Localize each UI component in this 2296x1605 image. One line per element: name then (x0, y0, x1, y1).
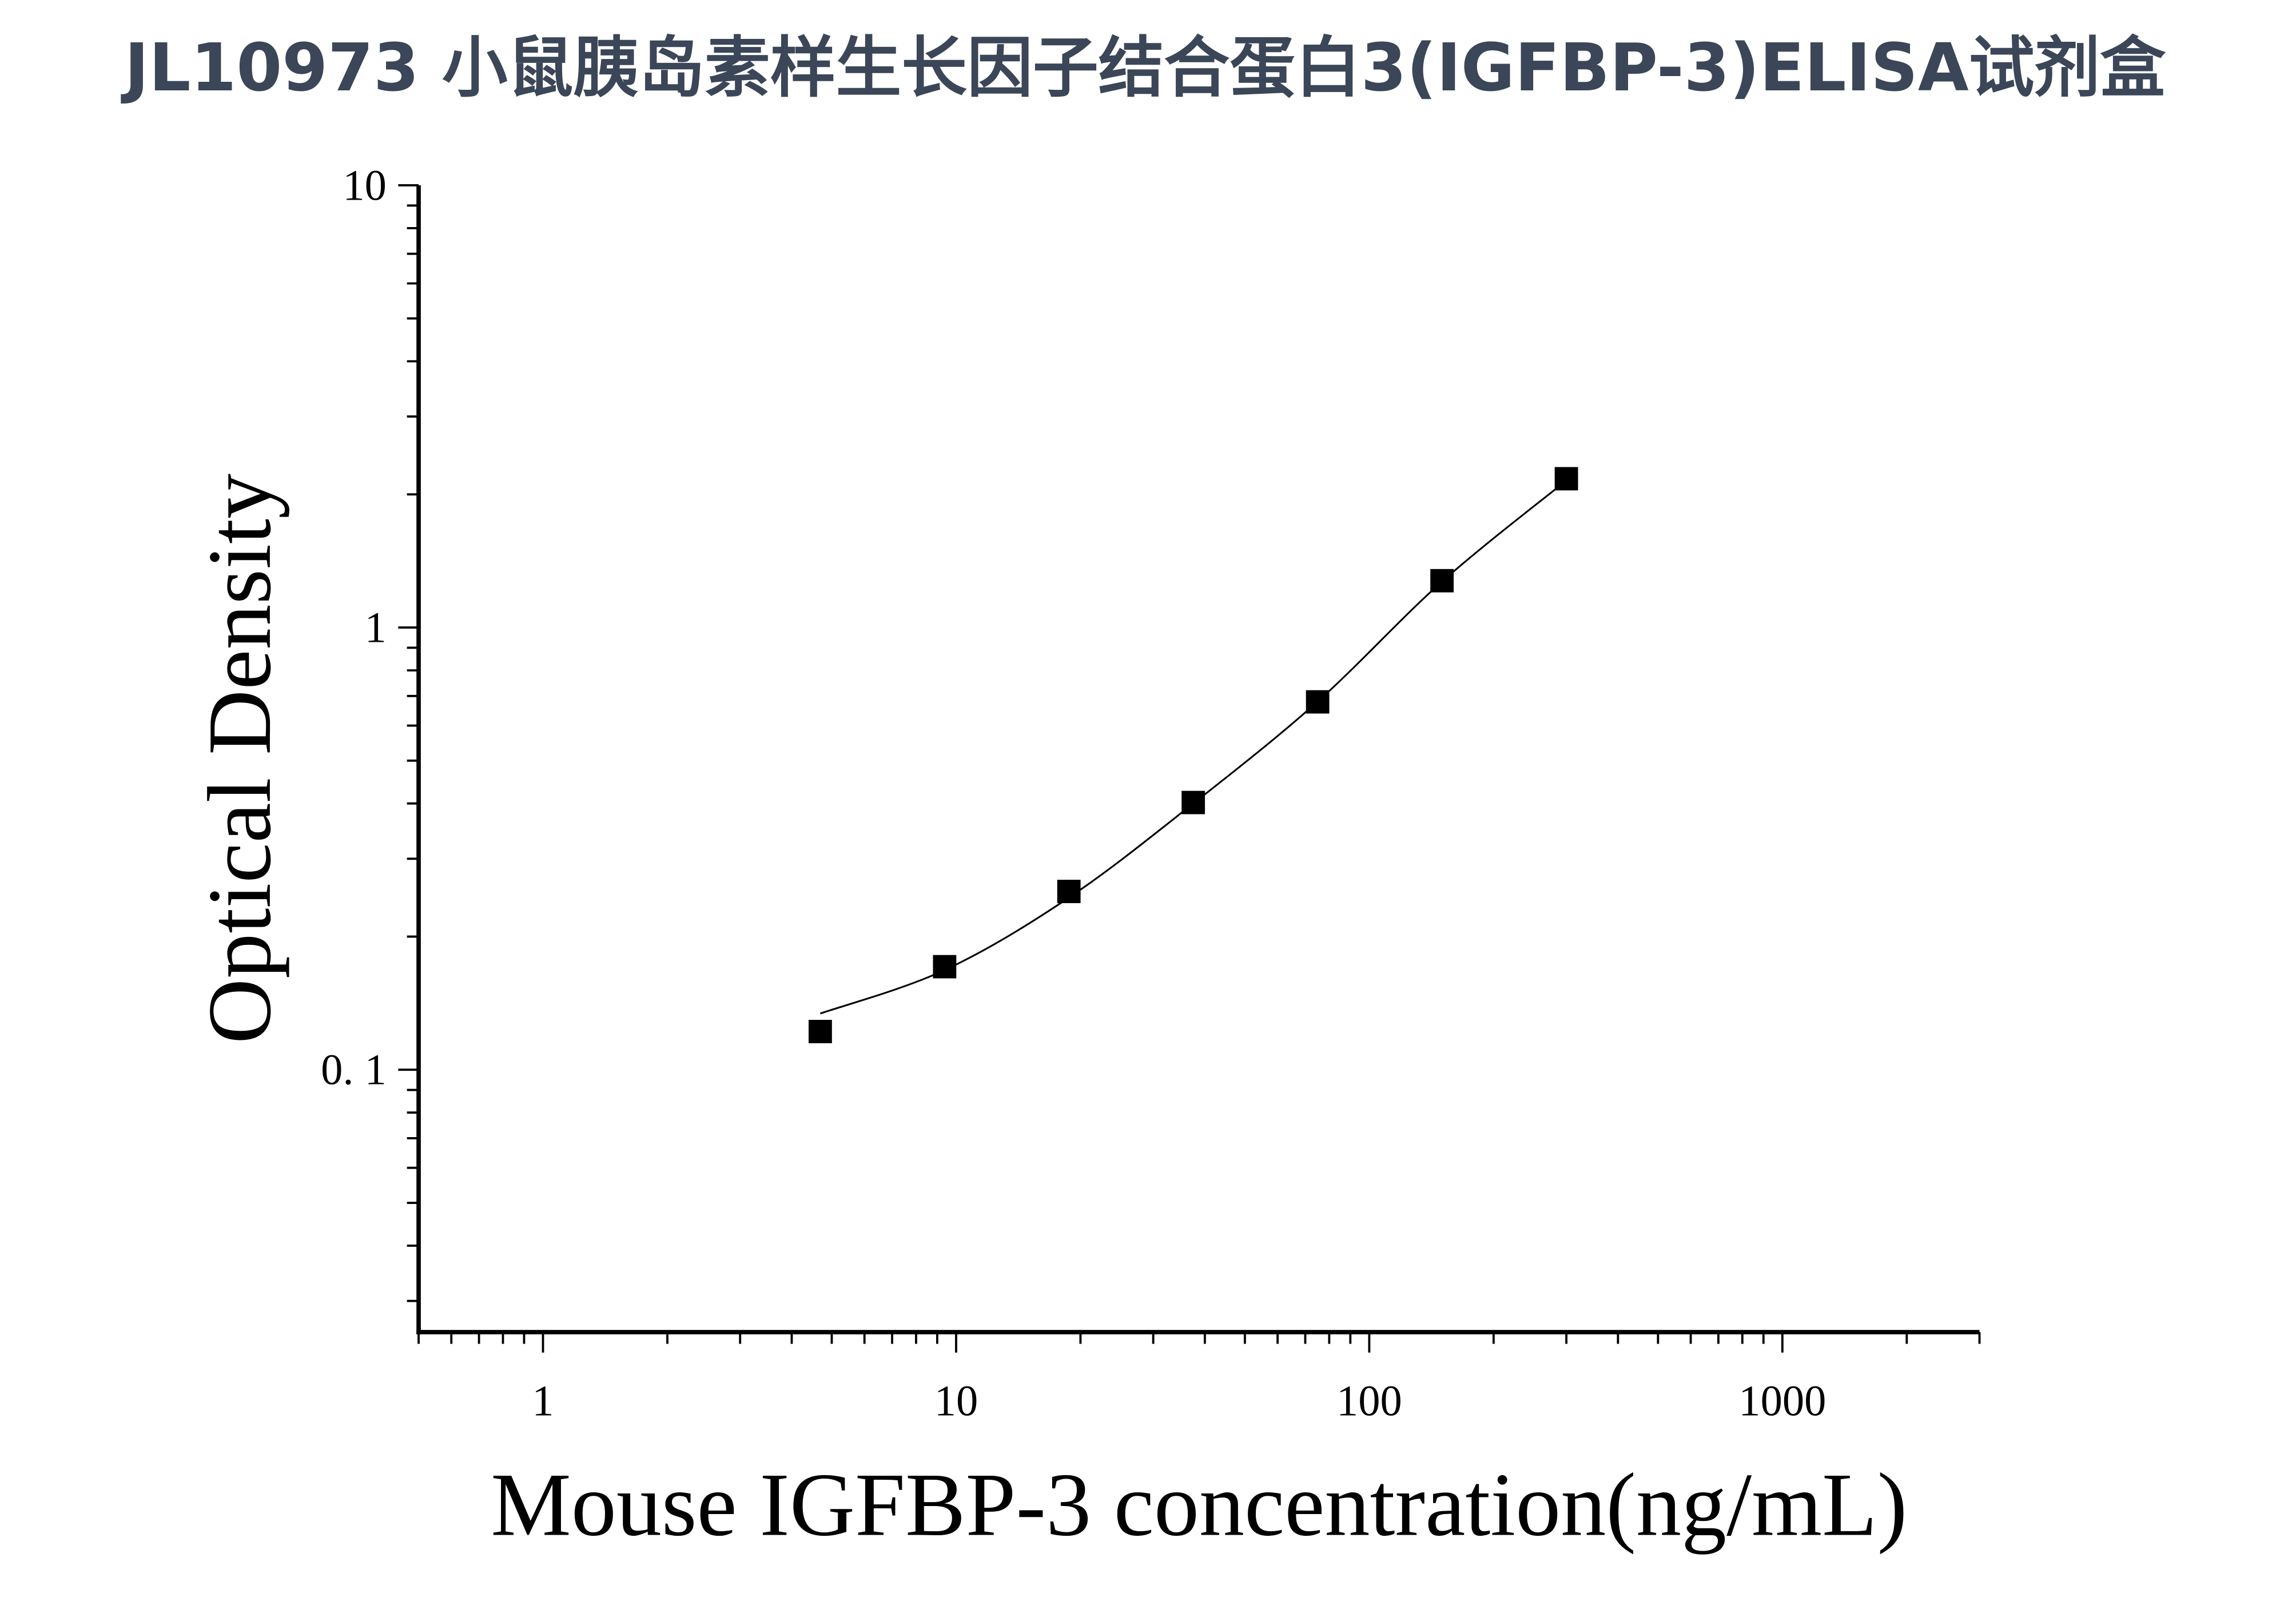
data-point (808, 1020, 832, 1043)
y-tick-label: 0. 1 (321, 1046, 387, 1094)
x-axis-label: Mouse IGFBP-3 concentration(ng/mL) (491, 1455, 1907, 1555)
y-tick-label: 10 (343, 161, 387, 209)
data-point (1430, 569, 1454, 593)
data-point (1554, 467, 1578, 491)
x-tick-label: 100 (1336, 1376, 1402, 1425)
data-point (1306, 690, 1330, 714)
data-point (933, 955, 957, 979)
x-tick-label: 1000 (1738, 1376, 1826, 1425)
y-tick-label: 1 (365, 603, 387, 652)
x-tick-label: 10 (934, 1376, 978, 1425)
data-point (1181, 790, 1205, 815)
y-axis-label: Optical Density (190, 474, 290, 1044)
chart-title: JL10973 小鼠胰岛素样生长因子结合蛋白3(IGFBP-3)ELISA试剂盒 (121, 30, 2167, 106)
data-point (1057, 880, 1081, 903)
x-tick-label: 1 (532, 1376, 554, 1425)
plot-marks (808, 467, 1578, 1043)
axes: 1 10 100 1000 0. 1 1 10 (321, 161, 1981, 1425)
fitted-curve-line (819, 479, 1567, 1015)
